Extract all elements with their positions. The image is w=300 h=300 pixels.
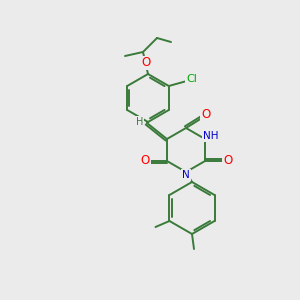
Text: Cl: Cl — [186, 74, 197, 84]
Text: O: O — [201, 109, 211, 122]
Text: O: O — [224, 154, 233, 167]
Text: N: N — [182, 170, 190, 180]
Text: H: H — [136, 117, 144, 127]
Text: O: O — [140, 154, 150, 167]
Text: O: O — [141, 56, 151, 70]
Text: NH: NH — [203, 131, 219, 141]
